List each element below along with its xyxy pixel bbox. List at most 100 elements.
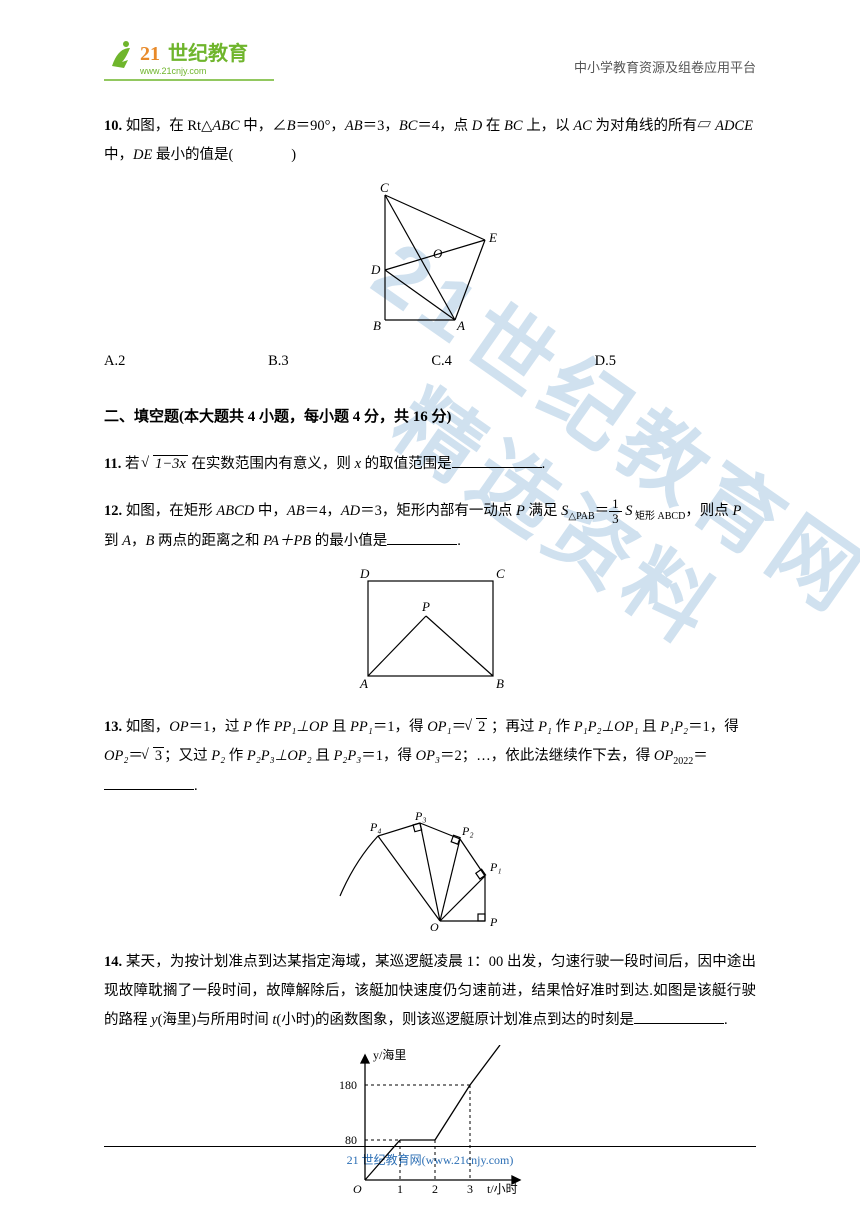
q12-num: 12.	[104, 503, 122, 519]
q12-t8: 两点的距离之和	[154, 533, 263, 549]
q12-sabcd-sub: 矩形 ABCD	[633, 511, 686, 522]
q14-figure: y/海里 t/小时 180 80 1 2 3 O	[104, 1045, 756, 1206]
q12-ad: AD	[341, 503, 360, 519]
q13-t4: 且	[328, 719, 350, 735]
q10-adce: ADCE	[715, 118, 753, 134]
q12-t5: 满足	[525, 503, 561, 519]
svg-text:www.21cnjy.com: www.21cnjy.com	[139, 66, 206, 76]
svg-text:t/小时: t/小时	[487, 1182, 518, 1195]
q13-pp1: PP₁⊥OP	[274, 719, 329, 735]
svg-text:80: 80	[345, 1133, 357, 1147]
q10-ac: AC	[573, 118, 592, 134]
q14-t2: (海里)与所用时间	[158, 1012, 273, 1028]
q13-op: OP	[169, 719, 188, 735]
q13-t13: 作	[225, 748, 247, 764]
q11-num: 11.	[104, 456, 121, 472]
q13-t3: 作	[252, 719, 274, 735]
q10-d: D	[472, 118, 482, 134]
q13-figure: P₄ P₃ P₂ P₁ P O	[104, 811, 756, 942]
q10-figure: C E O D B A	[104, 180, 756, 341]
q12-p2: P	[732, 503, 741, 519]
question-10: 10. 如图，在 Rt△ABC 中，∠B＝90°，AB＝3，BC＝4，点 D 在…	[104, 112, 756, 170]
q10-t1: 如图，在 Rt△	[126, 118, 212, 134]
svg-text:1: 1	[397, 1182, 403, 1195]
svg-text:C: C	[380, 180, 389, 195]
question-14: 14. 某天，为按计划准点到达某指定海域，某巡逻艇凌晨 1：00 出发，匀速行驶…	[104, 948, 756, 1035]
q12-t7: 到	[104, 533, 122, 549]
svg-text:y/海里: y/海里	[373, 1047, 406, 1062]
q14-blank	[634, 1008, 724, 1024]
q10-choices: A.2 B.3 C.4 D.5	[104, 347, 756, 376]
q12-p: P	[516, 503, 525, 519]
question-13: 13. 如图，OP＝1，过 P 作 PP₁⊥OP 且 PP₁＝1，得 OP₁＝2…	[104, 713, 756, 801]
q11-t3: 的取值范围是	[361, 456, 452, 472]
q10-choice-c: C.4	[431, 347, 452, 376]
page-header: 21 世纪教育 www.21cnjy.com 中小学教育资源及组卷应用平台	[104, 38, 756, 82]
q13-t14: 且	[312, 748, 334, 764]
q10-b: B	[287, 118, 296, 134]
q13-t10: ＝1，得	[688, 719, 739, 735]
q12-frac: 13	[609, 497, 622, 527]
q13-t7: ；再过	[487, 719, 538, 735]
q13-num: 13.	[104, 719, 122, 735]
q11-sqrt: 1−3x	[143, 450, 188, 479]
svg-text:P₁: P₁	[489, 860, 502, 874]
q13-p1p2b: P₁P₂	[660, 719, 688, 735]
q12-t1: 如图，在矩形	[126, 503, 217, 519]
q10-t9: 中，	[104, 147, 133, 163]
q13-op3: OP₃	[416, 748, 440, 764]
q10-num: 10.	[104, 118, 122, 134]
svg-text:A: A	[456, 318, 465, 330]
q12-t4: ＝3，矩形内部有一动点	[360, 503, 516, 519]
q10-choice-b: B.3	[268, 347, 289, 376]
q10-bc2: BC	[504, 118, 523, 134]
q13-op1: OP₁	[427, 719, 451, 735]
q13-blank	[104, 774, 194, 790]
q13-op2: OP₂	[104, 748, 128, 764]
svg-text:D: D	[359, 566, 370, 581]
q13-t15: ＝1，得	[361, 748, 415, 764]
q12-t2: 中，	[254, 503, 287, 519]
q10-t7: 上，以	[523, 118, 574, 134]
svg-text:世纪教育: 世纪教育	[168, 41, 248, 65]
svg-text:D: D	[370, 262, 381, 277]
svg-text:O: O	[433, 246, 443, 261]
svg-text:2: 2	[432, 1182, 438, 1195]
q10-bc: BC	[399, 118, 418, 134]
svg-text:O: O	[353, 1182, 362, 1195]
q13-sqrt3: 3	[143, 742, 164, 771]
q13-t1: 如图，	[126, 719, 170, 735]
q12-a: A	[122, 533, 131, 549]
q13-t16: ＝2；…，依此法继续作下去，得	[440, 748, 654, 764]
page-content: 10. 如图，在 Rt△ABC 中，∠B＝90°，AB＝3，BC＝4，点 D 在…	[104, 112, 756, 1212]
q10-t2: 中，∠	[240, 118, 287, 134]
svg-text:P₄: P₄	[369, 820, 382, 834]
svg-text:P: P	[421, 599, 430, 614]
q10-ab: AB	[345, 118, 363, 134]
logo: 21 世纪教育 www.21cnjy.com	[104, 38, 274, 82]
q10-t10: 最小的值是( )	[152, 147, 296, 163]
q12-ab: AB	[287, 503, 305, 519]
svg-text:E: E	[488, 230, 497, 245]
q13-t12: ；又过	[164, 748, 211, 764]
svg-text:A: A	[359, 676, 368, 691]
svg-text:P₃: P₃	[414, 811, 427, 823]
q12-abcd: ABCD	[216, 503, 254, 519]
q11-blank	[452, 452, 542, 468]
q10-de: DE	[133, 147, 152, 163]
q13-sqrt2: 2	[466, 713, 487, 742]
q13-p2p3: P₂P₃⊥OP₂	[247, 748, 312, 764]
q10-choice-a: A.2	[104, 347, 125, 376]
q10-t3: ＝90°，	[296, 118, 345, 134]
q12-t9: 的最小值是	[311, 533, 387, 549]
q13-sub2022: 2022	[673, 756, 693, 767]
q13-p: P	[243, 719, 252, 735]
q13-op2022: OP	[654, 748, 673, 764]
svg-text:B: B	[496, 676, 504, 691]
q12-eq: ＝	[595, 503, 610, 519]
q12-b: B	[145, 533, 154, 549]
q13-t2: ＝1，过	[189, 719, 243, 735]
q12-t6: ，则点	[685, 503, 732, 519]
q12-papb: PA＋PB	[263, 533, 311, 549]
q12-t3: ＝4，	[305, 503, 341, 519]
